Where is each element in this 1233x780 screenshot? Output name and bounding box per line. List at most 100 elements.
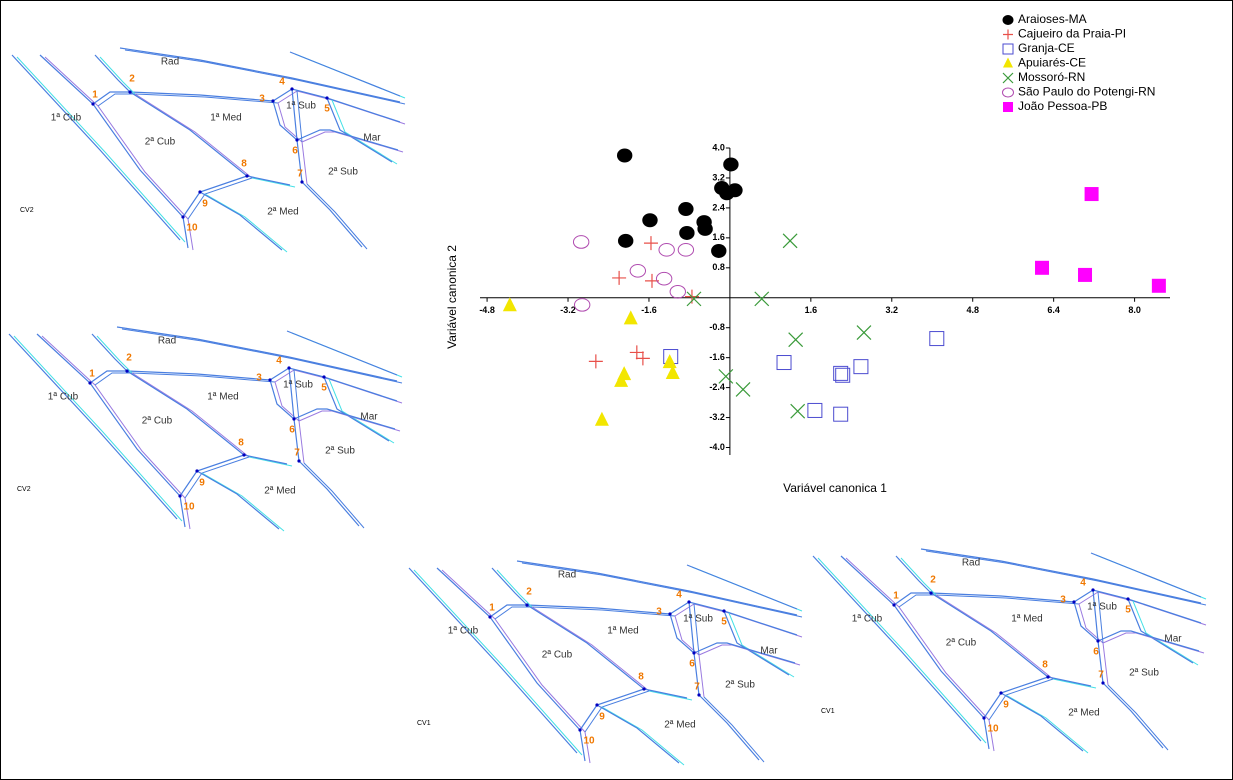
landmark-label: 6 bbox=[689, 659, 695, 670]
landmark-label: 9 bbox=[202, 199, 208, 210]
landmark-dot bbox=[178, 494, 181, 497]
landmark-dot bbox=[300, 180, 303, 183]
region-label: 2ª Med bbox=[264, 486, 296, 497]
landmark-dot bbox=[578, 728, 581, 731]
region-label: 2ª Cub bbox=[145, 137, 176, 148]
point bbox=[711, 244, 726, 258]
landmark-label: 2 bbox=[526, 587, 532, 598]
landmark-dot bbox=[325, 96, 328, 99]
region-label: 2ª Med bbox=[1068, 708, 1100, 719]
landmark-label: 4 bbox=[279, 77, 285, 88]
region-label: Rad bbox=[558, 570, 576, 581]
y-tick-label: 0.8 bbox=[712, 262, 725, 272]
y-tick-label: -2.4 bbox=[709, 382, 725, 392]
landmark-label: 6 bbox=[1093, 647, 1099, 658]
legend-label: Apuiarés-CE bbox=[1018, 56, 1086, 70]
legend-label: Granja-CE bbox=[1018, 41, 1075, 55]
x-tick-label: 6.4 bbox=[1047, 305, 1060, 315]
point bbox=[723, 157, 738, 171]
landmark-label: 8 bbox=[638, 672, 644, 683]
landmark-label: 9 bbox=[199, 478, 205, 489]
point bbox=[617, 148, 632, 162]
point bbox=[1085, 187, 1099, 201]
landmark-label: 3 bbox=[259, 94, 265, 105]
region-label: Rad bbox=[158, 336, 176, 347]
landmark-label: 8 bbox=[1042, 660, 1048, 671]
landmark-label: 7 bbox=[694, 682, 700, 693]
region-label: 1ª Med bbox=[207, 392, 239, 403]
landmark-dot bbox=[125, 369, 128, 372]
landmark-dot bbox=[245, 174, 248, 177]
legend-label: Cajueiro da Praia-PI bbox=[1018, 27, 1126, 41]
landmark-dot bbox=[287, 366, 290, 369]
region-label: Rad bbox=[962, 558, 980, 569]
landmark-dot bbox=[297, 459, 300, 462]
landmark-dot bbox=[1096, 639, 1099, 642]
point bbox=[719, 186, 734, 200]
y-tick-label: 2.4 bbox=[712, 202, 725, 212]
point bbox=[1035, 261, 1049, 275]
landmark-label: 6 bbox=[289, 425, 295, 436]
x-tick-label: 8.0 bbox=[1128, 305, 1141, 315]
landmark-label: 4 bbox=[276, 356, 282, 367]
region-label: 1ª Sub bbox=[283, 380, 313, 391]
landmark-label: 2 bbox=[930, 575, 936, 586]
region-label: 2ª Med bbox=[664, 720, 696, 731]
region-label: 1ª Med bbox=[1011, 614, 1043, 625]
panel-label: CV2 bbox=[17, 486, 31, 493]
region-label: 1ª Cub bbox=[852, 614, 883, 625]
landmark-label: 8 bbox=[238, 438, 244, 449]
landmark-label: 4 bbox=[1080, 578, 1086, 589]
landmark-dot bbox=[292, 417, 295, 420]
landmark-dot bbox=[999, 691, 1002, 694]
landmark-label: 10 bbox=[583, 736, 595, 747]
landmark-dot bbox=[642, 687, 645, 690]
landmark-dot bbox=[595, 703, 598, 706]
point bbox=[679, 226, 694, 240]
x-tick-label: 3.2 bbox=[886, 305, 899, 315]
landmark-label: 5 bbox=[721, 617, 727, 628]
region-label: 2ª Med bbox=[267, 207, 299, 218]
y-tick-label: 4.0 bbox=[712, 142, 725, 152]
figure: Variável canonica 1 Variável canonica 2 … bbox=[0, 0, 1233, 780]
y-tick-label: -4.0 bbox=[709, 442, 725, 452]
point bbox=[642, 213, 657, 227]
region-label: 2ª Sub bbox=[328, 167, 358, 178]
y-tick-label: -0.8 bbox=[709, 322, 725, 332]
landmark-label: 9 bbox=[599, 712, 605, 723]
region-label: 1ª Sub bbox=[286, 101, 316, 112]
landmark-dot bbox=[1091, 588, 1094, 591]
landmark-dot bbox=[268, 378, 271, 381]
landmark-dot bbox=[195, 469, 198, 472]
point bbox=[678, 202, 693, 216]
region-label: 1ª Sub bbox=[683, 614, 713, 625]
landmark-label: 10 bbox=[987, 724, 999, 735]
region-label: 1ª Cub bbox=[48, 392, 79, 403]
region-label: 2ª Cub bbox=[946, 638, 977, 649]
region-label: 1ª Sub bbox=[1087, 602, 1117, 613]
x-tick-label: -3.2 bbox=[560, 305, 576, 315]
landmark-dot bbox=[525, 603, 528, 606]
region-label: 1ª Med bbox=[210, 113, 242, 124]
x-tick-label: 1.6 bbox=[805, 305, 818, 315]
point bbox=[1078, 268, 1092, 282]
landmark-dot bbox=[181, 215, 184, 218]
x-tick-label: 4.8 bbox=[966, 305, 979, 315]
landmark-dot bbox=[295, 138, 298, 141]
landmark-dot bbox=[668, 612, 671, 615]
landmark-dot bbox=[697, 693, 700, 696]
legend-marker bbox=[1003, 15, 1014, 25]
x-tick-label: -1.6 bbox=[641, 305, 657, 315]
landmark-dot bbox=[1101, 681, 1104, 684]
landmark-dot bbox=[242, 453, 245, 456]
y-tick-label: 1.6 bbox=[712, 232, 725, 242]
landmark-label: 6 bbox=[292, 146, 298, 157]
landmark-label: 2 bbox=[126, 353, 132, 364]
landmark-dot bbox=[982, 716, 985, 719]
landmark-label: 5 bbox=[321, 383, 327, 394]
landmark-label: 10 bbox=[186, 223, 198, 234]
region-label: Mar bbox=[760, 646, 778, 657]
landmark-dot bbox=[722, 609, 725, 612]
landmark-dot bbox=[290, 87, 293, 90]
y-axis-label: Variável canonica 2 bbox=[445, 245, 459, 349]
